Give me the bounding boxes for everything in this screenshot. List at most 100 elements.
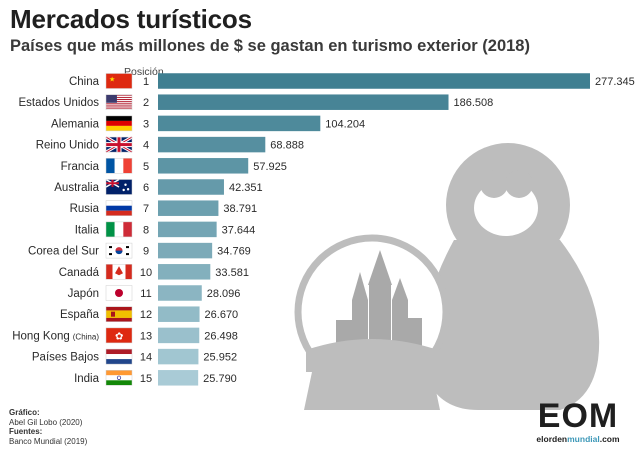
category-label-name: Estados Unidos	[18, 97, 99, 109]
credits-sources-label: Fuentes:	[9, 427, 43, 437]
category-label: Países Bajos	[32, 352, 99, 364]
credits-sources-value: Banco Mundial (2019)	[9, 436, 88, 446]
rank-label: 12	[140, 309, 152, 321]
bar	[158, 115, 321, 132]
rank-label: 14	[140, 352, 152, 364]
rank-label: 13	[140, 330, 152, 342]
category-label: Reino Unido	[36, 140, 99, 152]
kr-flag-icon	[105, 242, 133, 259]
rank-label: 1	[143, 76, 149, 88]
value-label: 33.581	[215, 267, 249, 279]
category-label-name: Reino Unido	[36, 140, 99, 152]
bar	[158, 136, 266, 153]
eom-logo-mark: EOM	[537, 397, 619, 435]
category-label-name: España	[60, 309, 100, 321]
value-label: 25.790	[203, 373, 237, 385]
category-label-name: Japón	[68, 288, 99, 300]
bar	[158, 348, 199, 365]
category-label-name: Hong Kong	[12, 330, 70, 342]
category-label-name: Rusia	[70, 203, 100, 215]
rank-label: 4	[143, 140, 149, 152]
snowglobe-base-shape	[304, 372, 440, 410]
category-label: Estados Unidos	[18, 97, 99, 109]
category-label-name: Italia	[75, 224, 100, 236]
position-column-header: Posición	[124, 66, 164, 78]
value-label: 25.952	[203, 352, 237, 364]
jp-flag-icon	[105, 285, 133, 301]
cn-flag-icon: ★	[105, 73, 133, 89]
bar	[158, 327, 200, 344]
category-label: Japón	[68, 288, 99, 300]
logo-site-post: .com	[599, 434, 620, 444]
category-label: India	[74, 373, 100, 385]
hk-flag-icon: ✿	[105, 327, 133, 344]
category-label: Italia	[75, 224, 100, 236]
category-label-name: Alemania	[51, 118, 100, 130]
rank-label: 7	[143, 203, 149, 215]
value-label: 277.345	[595, 76, 635, 88]
category-label: Canadá	[59, 267, 100, 279]
category-label: China	[69, 76, 100, 88]
page-subtitle: Países que más millones de $ se gastan e…	[10, 37, 530, 55]
category-label: Corea del Sur	[28, 246, 99, 258]
rank-label: 15	[140, 373, 152, 385]
doll-hair-right-shape	[505, 170, 533, 198]
bar	[158, 242, 213, 259]
rank-label: 6	[143, 182, 149, 194]
value-label: 26.670	[205, 309, 239, 321]
rank-label: 10	[140, 267, 152, 279]
credits-graphic-author: Abel Gil Lobo (2020)	[9, 417, 83, 427]
es-flag-icon	[105, 306, 133, 322]
it-flag-icon	[105, 221, 133, 238]
logo-site-accent: mundial	[567, 434, 600, 444]
value-label: 37.644	[222, 224, 256, 236]
bar	[158, 158, 249, 174]
credits-block: Gráfico: Abel Gil Lobo (2020) Fuentes: B…	[9, 408, 87, 446]
value-label: 42.351	[229, 182, 263, 194]
eom-logo-site: elordenmundial.com	[522, 434, 634, 444]
nl-flag-icon	[105, 348, 133, 365]
ca-flag-icon	[105, 264, 133, 280]
category-label: Australia	[54, 182, 99, 194]
category-label: Alemania	[51, 118, 100, 130]
category-label-name: Países Bajos	[32, 352, 99, 364]
doll-hair-left-shape	[480, 170, 508, 198]
category-label: Francia	[61, 161, 100, 173]
svg-text:✿: ✿	[115, 331, 123, 342]
category-label-name: China	[69, 76, 100, 88]
category-label-name: Australia	[54, 182, 99, 194]
rank-label: 11	[140, 288, 151, 300]
category-label-note: (China)	[73, 332, 100, 341]
bar	[158, 370, 199, 386]
in-flag-icon	[105, 370, 133, 386]
rank-label: 3	[143, 118, 149, 130]
category-label-name: Canadá	[59, 267, 100, 279]
svg-text:★: ★	[109, 76, 115, 84]
category-label: España	[60, 309, 100, 321]
bar	[158, 73, 590, 89]
value-label: 26.498	[204, 330, 238, 342]
snowglobe-ground-shape	[306, 339, 438, 372]
bar	[158, 200, 219, 216]
eom-logo: EOM elordenmundial.com	[522, 398, 634, 446]
category-label-name: India	[74, 373, 100, 385]
us-flag-icon	[105, 94, 133, 110]
rank-label: 2	[143, 97, 149, 109]
doll-body-shape	[423, 240, 600, 410]
bar	[158, 94, 449, 110]
page-title: Mercados turísticos	[10, 4, 252, 34]
rank-label: 8	[143, 224, 149, 236]
value-label: 104.204	[325, 118, 365, 130]
bar	[158, 264, 211, 280]
category-label: Rusia	[70, 203, 100, 215]
logo-site-pre: elorden	[536, 434, 568, 444]
value-label: 186.508	[454, 97, 494, 109]
credits-graphic-label: Gráfico:	[9, 408, 40, 417]
bar	[158, 306, 200, 322]
au-flag-icon	[105, 178, 133, 195]
value-label: 68.888	[270, 140, 304, 152]
bar	[158, 285, 202, 301]
